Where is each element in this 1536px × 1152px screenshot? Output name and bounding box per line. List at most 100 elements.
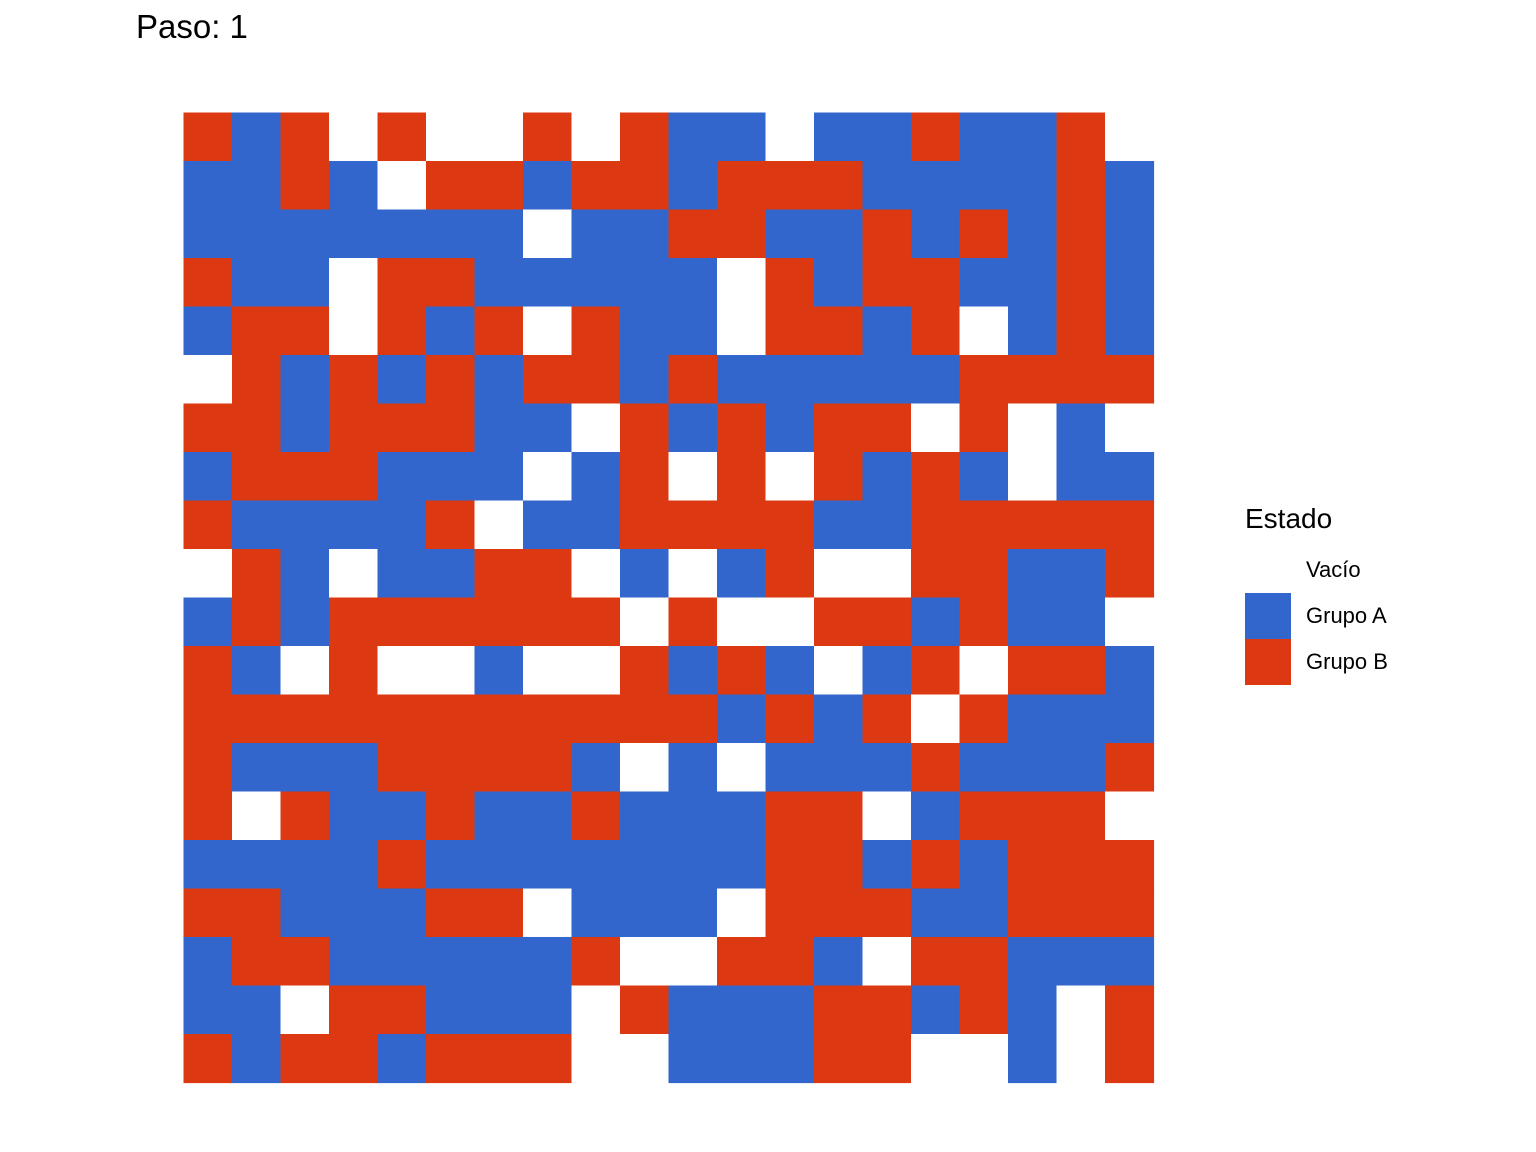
grid-cell-r11-c5	[377, 597, 427, 647]
grid-cell-r3-c11	[668, 209, 718, 259]
grid-cell-r12-c15	[862, 646, 912, 696]
grid-cell-r5-c12	[717, 306, 767, 356]
grid-cell-r7-c8	[523, 403, 573, 453]
grid-cell-r6-c16	[911, 355, 961, 405]
grid-cell-r9-c5	[377, 500, 427, 550]
grid-cell-r20-c8	[523, 1034, 573, 1084]
grid-cell-r19-c17	[959, 985, 1009, 1035]
grid-cell-r10-c15	[862, 549, 912, 599]
grid-cell-r4-c2	[232, 258, 282, 308]
grid-cell-r20-c13	[765, 1034, 815, 1084]
grid-cell-r5-c9	[571, 306, 621, 356]
grid-cell-r17-c15	[862, 888, 912, 938]
grid-cell-r12-c13	[765, 646, 815, 696]
grid-cell-r9-c11	[668, 500, 718, 550]
grid-cell-r19-c19	[1056, 985, 1106, 1035]
grid-cell-r11-c2	[232, 597, 282, 647]
grid-cell-r16-c4	[329, 840, 379, 890]
grid-cell-r12-c5	[377, 646, 427, 696]
grid-cell-r16-c12	[717, 840, 767, 890]
grid-cell-r7-c18	[1008, 403, 1058, 453]
grid-cell-r3-c20	[1105, 209, 1155, 259]
grid-cell-r8-c14	[814, 452, 864, 502]
grid-cell-r11-c18	[1008, 597, 1058, 647]
grid-cell-r14-c17	[959, 743, 1009, 793]
grid-cell-r19-c1	[183, 985, 233, 1035]
grid-cell-r2-c4	[329, 161, 379, 211]
grid-cell-r9-c9	[571, 500, 621, 550]
grid-cell-r10-c20	[1105, 549, 1155, 599]
legend-swatch-grupo-b	[1245, 639, 1291, 685]
grid-cell-r12-c3	[280, 646, 330, 696]
grid-cell-r9-c2	[232, 500, 282, 550]
grid-cell-r11-c3	[280, 597, 330, 647]
grid-cell-r7-c10	[620, 403, 670, 453]
grid-cell-r16-c11	[668, 840, 718, 890]
grid-cell-r12-c4	[329, 646, 379, 696]
grid-cell-r20-c9	[571, 1034, 621, 1084]
grid-cell-r20-c7	[474, 1034, 524, 1084]
grid-cell-r17-c14	[814, 888, 864, 938]
grid-cell-r8-c10	[620, 452, 670, 502]
grid-cell-r15-c10	[620, 791, 670, 841]
grid-cell-r19-c11	[668, 985, 718, 1035]
grid-cell-r2-c7	[474, 161, 524, 211]
grid-cell-r2-c17	[959, 161, 1009, 211]
grid-cell-r18-c5	[377, 937, 427, 987]
grid-cell-r8-c12	[717, 452, 767, 502]
grid-cell-r8-c19	[1056, 452, 1106, 502]
grid-cell-r15-c4	[329, 791, 379, 841]
grid-cell-r2-c5	[377, 161, 427, 211]
grid-cell-r20-c2	[232, 1034, 282, 1084]
grid-cell-r4-c8	[523, 258, 573, 308]
grid-cell-r14-c4	[329, 743, 379, 793]
grid-cell-r2-c10	[620, 161, 670, 211]
grid-cell-r17-c7	[474, 888, 524, 938]
grid-cell-r4-c1	[183, 258, 233, 308]
grid-cell-r18-c8	[523, 937, 573, 987]
grid-cell-r17-c16	[911, 888, 961, 938]
grid-cell-r14-c16	[911, 743, 961, 793]
grid-cell-r5-c7	[474, 306, 524, 356]
grid-cell-r9-c17	[959, 500, 1009, 550]
grid-cell-r13-c18	[1008, 694, 1058, 744]
grid-cell-r15-c13	[765, 791, 815, 841]
grid-cell-r11-c4	[329, 597, 379, 647]
grid-cell-r3-c10	[620, 209, 670, 259]
grid-cell-r6-c12	[717, 355, 767, 405]
grid-cell-r14-c20	[1105, 743, 1155, 793]
grid-cell-r8-c20	[1105, 452, 1155, 502]
grid-cell-r18-c16	[911, 937, 961, 987]
grid-cell-r16-c6	[426, 840, 476, 890]
grid-cell-r7-c14	[814, 403, 864, 453]
grid-cell-r11-c6	[426, 597, 476, 647]
grid-cell-r1-c20	[1105, 112, 1155, 162]
grid-cell-r16-c20	[1105, 840, 1155, 890]
grid-cell-r12-c2	[232, 646, 282, 696]
grid-cell-r19-c3	[280, 985, 330, 1035]
grid-cell-r7-c3	[280, 403, 330, 453]
grid-cell-r3-c6	[426, 209, 476, 259]
grid-cell-r20-c1	[183, 1034, 233, 1084]
grid-cell-r1-c19	[1056, 112, 1106, 162]
grid-cell-r5-c18	[1008, 306, 1058, 356]
grid-cell-r7-c9	[571, 403, 621, 453]
legend-item-grupo-b: Grupo B	[1245, 639, 1388, 685]
grid-cell-r15-c7	[474, 791, 524, 841]
grid-cell-r9-c4	[329, 500, 379, 550]
grid-cell-r17-c10	[620, 888, 670, 938]
grid-cell-r1-c13	[765, 112, 815, 162]
chart-title: Paso: 1	[136, 8, 248, 45]
legend-label-vacio: Vacío	[1306, 557, 1361, 582]
grid-cell-r12-c1	[183, 646, 233, 696]
grid-cell-r19-c18	[1008, 985, 1058, 1035]
grid-cell-r5-c19	[1056, 306, 1106, 356]
grid-cell-r1-c1	[183, 112, 233, 162]
grid-cell-r8-c5	[377, 452, 427, 502]
grid-cell-r13-c8	[523, 694, 573, 744]
grid-cell-r5-c17	[959, 306, 1009, 356]
grid-cell-r19-c9	[571, 985, 621, 1035]
grid-cell-r12-c14	[814, 646, 864, 696]
grid-cell-r13-c10	[620, 694, 670, 744]
grid-cell-r16-c1	[183, 840, 233, 890]
